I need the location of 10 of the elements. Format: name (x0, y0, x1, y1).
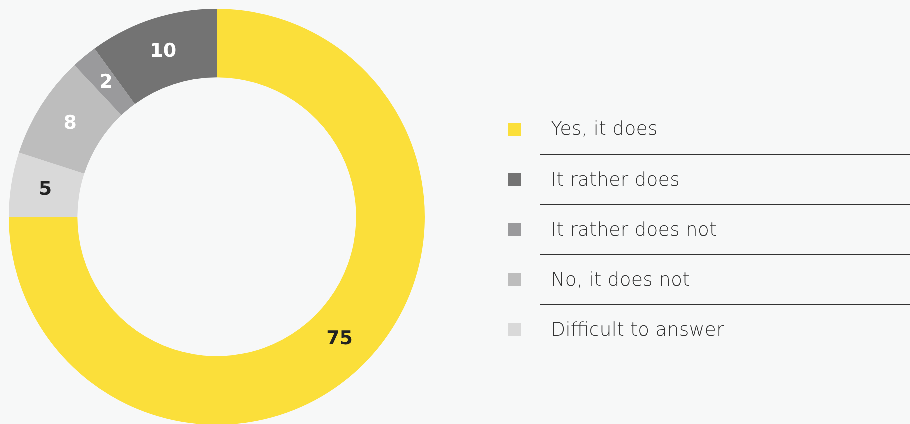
data-label: 8 (64, 112, 77, 134)
legend-label: No, it does not (551, 268, 690, 290)
legend-label: It rather does not (551, 218, 718, 240)
data-label: 10 (150, 40, 177, 62)
legend-label: Yes, it does (551, 118, 658, 140)
legend-label: It rather does (551, 168, 680, 190)
legend-label: Difficult to answer (551, 318, 724, 340)
data-label: 5 (38, 178, 52, 200)
data-label: 75 (326, 328, 354, 350)
data-label: 2 (100, 71, 113, 94)
